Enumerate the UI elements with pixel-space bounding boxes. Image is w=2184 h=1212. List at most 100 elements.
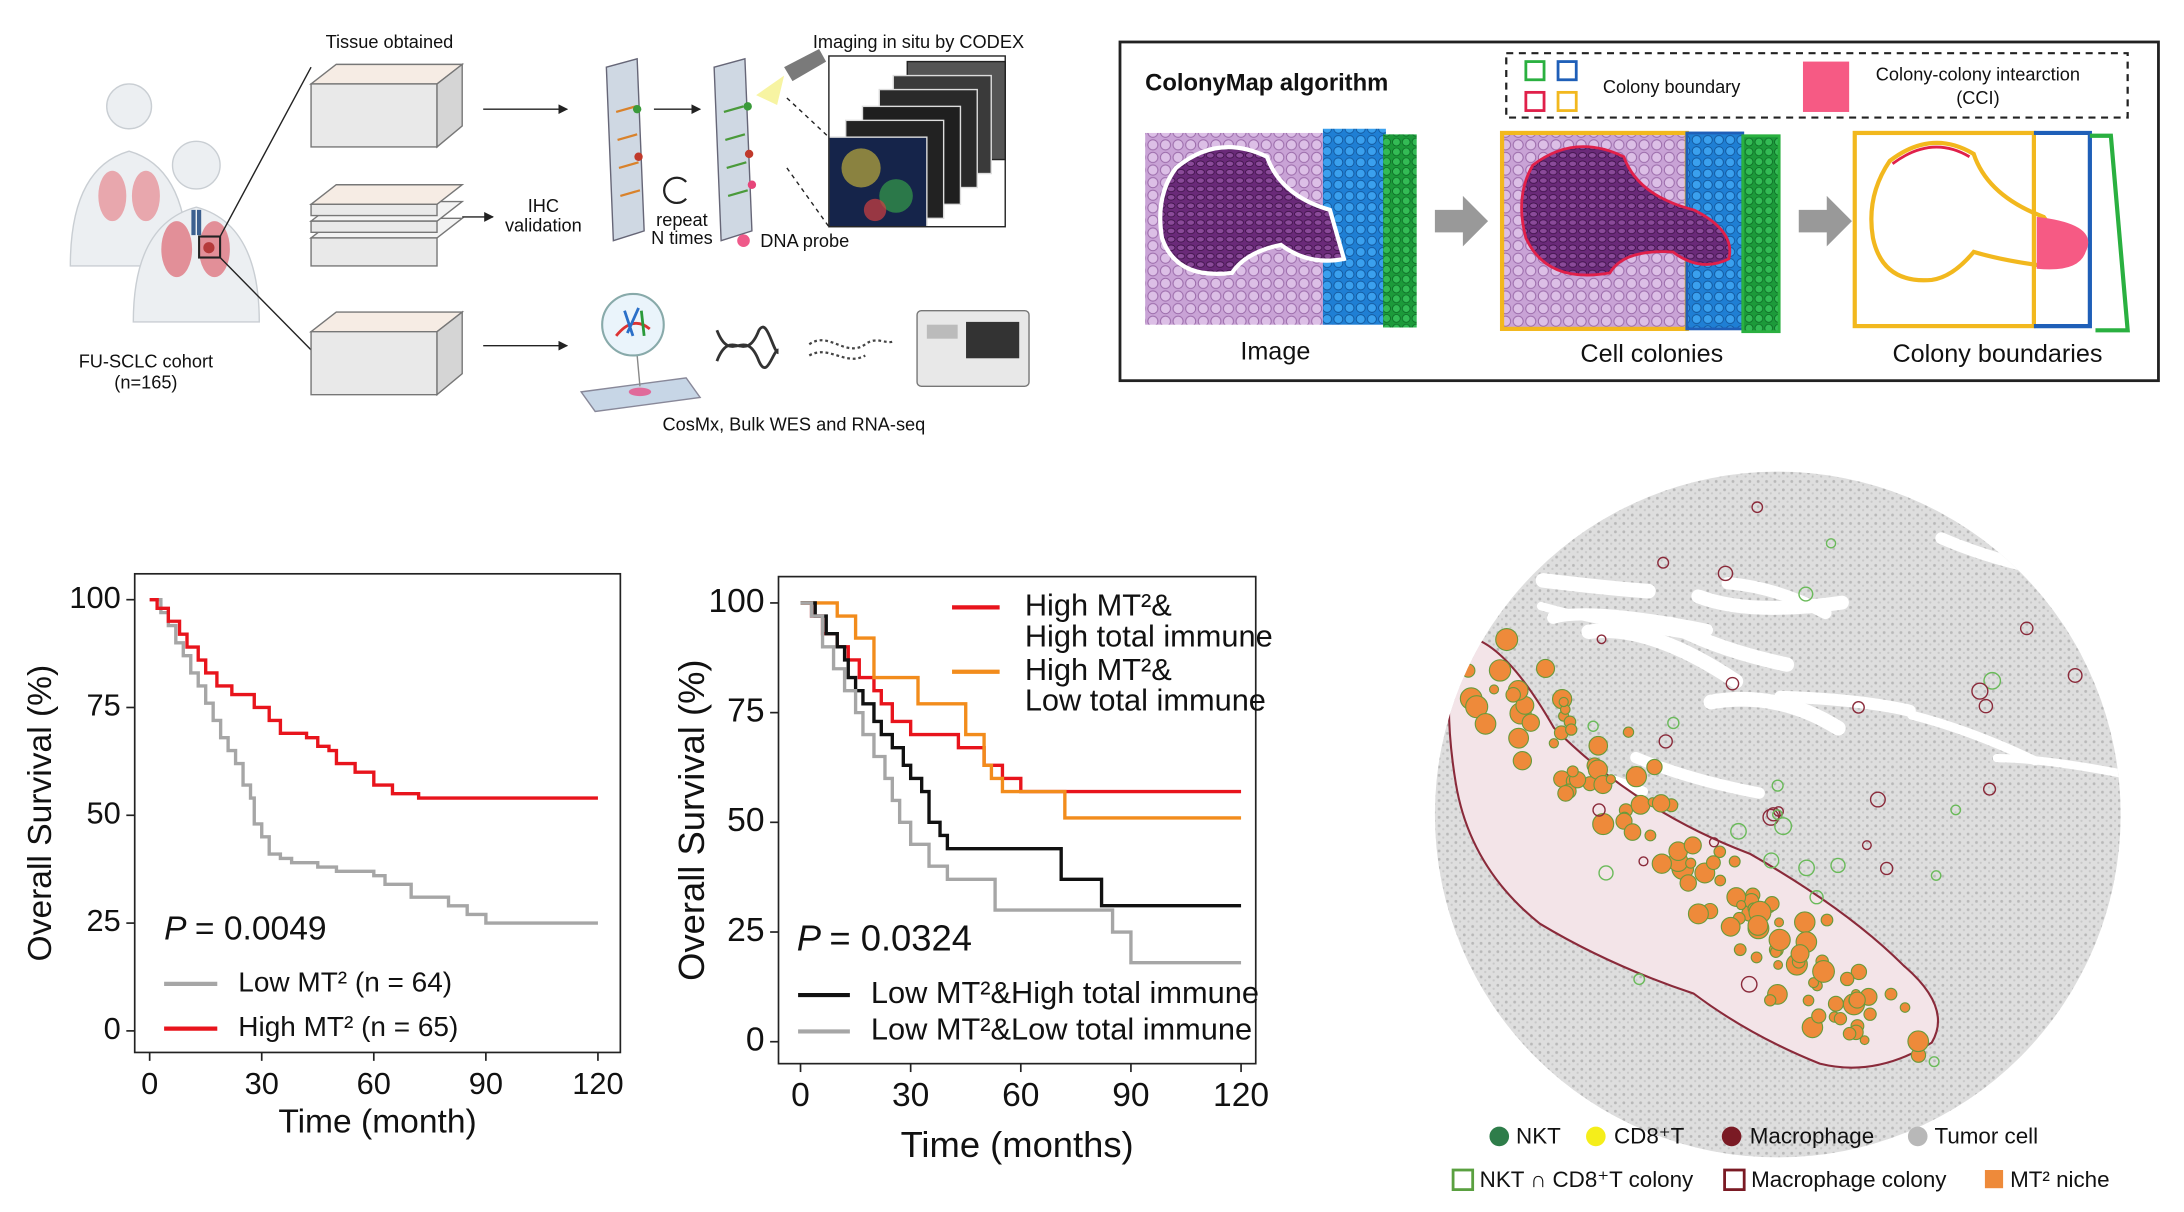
- mt2-niche: [1679, 874, 1697, 892]
- colony-outline: [2019, 621, 2034, 636]
- colony-outline: [2067, 667, 2083, 683]
- p-text: = 0.0049: [195, 911, 327, 948]
- colony-outline: [1658, 734, 1673, 749]
- mt2-niche: [1508, 727, 1530, 749]
- colony-outline: [1930, 870, 1942, 881]
- image-illustration: [1145, 128, 1417, 328]
- mt2-niche: [1558, 696, 1569, 708]
- connector: [219, 66, 312, 237]
- x-tick-label: 120: [1213, 1077, 1269, 1114]
- colony-outline: [1751, 501, 1764, 514]
- mt2-niche: [1833, 1012, 1848, 1026]
- survival-curve: [149, 598, 598, 800]
- colony-outline: [1861, 840, 1872, 851]
- tissue-gap: [1992, 753, 2121, 781]
- colony-outline: [1982, 782, 1997, 796]
- y-tick-label: 0: [746, 1022, 765, 1059]
- legend-label: High MT²&: [1025, 588, 1172, 623]
- colony-outline: [1983, 671, 2002, 690]
- tissue-gap: [1691, 589, 1849, 615]
- tissue-blocks: [309, 62, 465, 397]
- mt2-niche: [1605, 774, 1616, 785]
- colony-outline: [1774, 817, 1793, 836]
- mt2-niche: [1434, 646, 1443, 658]
- mt2-niche: [1839, 971, 1855, 987]
- x-tick-label: 60: [1002, 1077, 1039, 1114]
- p-value: P = 0.0324: [797, 917, 972, 958]
- mt2-niche: [1907, 1030, 1930, 1053]
- mt2-niche: [1512, 751, 1533, 771]
- mt2-niche: [1859, 1035, 1870, 1046]
- legend-label: Low total immune: [1025, 683, 1266, 718]
- step-label: DNA probe: [760, 231, 849, 251]
- y-tick-label: 25: [86, 903, 120, 938]
- colony-outline: [1657, 556, 1670, 569]
- colony-outline: [1879, 861, 1894, 876]
- y-axis-title: Overall Survival (%): [22, 665, 59, 962]
- colony-outline: [1633, 973, 1646, 986]
- legend-label: Low MT²&Low total immune: [871, 1012, 1252, 1047]
- mt2-niche: [1747, 915, 1769, 936]
- y-tick-label: 50: [727, 802, 764, 839]
- mt2-niche: [1625, 766, 1647, 788]
- p-symbol: P: [797, 917, 822, 958]
- x-tick-label: 90: [1112, 1077, 1149, 1114]
- mt2-niche: [1535, 658, 1556, 679]
- human-figures: [69, 83, 260, 323]
- mt2-niche: [1623, 823, 1642, 841]
- colony-outline: [1763, 852, 1780, 869]
- mt2-niche: [1848, 991, 1866, 1009]
- colony-outline: [1869, 791, 1886, 808]
- x-tick-label: 30: [892, 1077, 929, 1114]
- probe-dot: [737, 234, 750, 248]
- image-stack: [786, 55, 1006, 228]
- km-charts: 0 25 50 75 100 0 30 60 90 120 Time (month) Overall …: [22, 572, 1273, 1165]
- km-chart: 0 25 50 75 100 0 30 60 90 120 Time (month) Overall …: [22, 572, 624, 1141]
- spatial-map: [1434, 471, 2121, 1158]
- mt2-niche: [1687, 903, 1709, 925]
- mt2-niche: [1565, 723, 1578, 736]
- mt2-niche: [1474, 713, 1497, 735]
- mt2-niche: [1630, 794, 1651, 815]
- mt2-niche: [1557, 785, 1574, 802]
- colony-outline: [1717, 565, 1734, 582]
- x-tick-label: 90: [469, 1066, 503, 1101]
- colony-outline: [1830, 857, 1846, 874]
- mt2-niche: [1733, 943, 1747, 957]
- mt2-niche: [1774, 917, 1785, 928]
- x-tick-label: 30: [245, 1066, 279, 1101]
- colony-outline: [1971, 682, 1989, 700]
- mt2-niche: [1495, 627, 1519, 652]
- mt2-niche: [1651, 853, 1672, 874]
- panel-label: Colony boundaries: [1892, 340, 2102, 368]
- mt2-niche: [1714, 874, 1727, 887]
- step-label: repeat: [656, 210, 708, 230]
- x-tick-label: 60: [357, 1066, 391, 1101]
- legend-label: NKT ∩ CD8⁺T colony: [1480, 1167, 1694, 1192]
- schematic: FU-SCLC cohort (n=165) Tissue obtained I…: [69, 32, 1030, 434]
- y-axis-title: Overall Survival (%): [671, 659, 712, 980]
- mt2-niche: [1488, 684, 1500, 695]
- mt2-niche: [1812, 959, 1835, 983]
- legend-label: High MT² (n = 65): [238, 1011, 458, 1042]
- x-axis-title: Time (month): [278, 1104, 476, 1141]
- mt2-niche: [1773, 960, 1784, 970]
- mt2-niche: [1644, 829, 1657, 842]
- mt2-niche: [1683, 836, 1702, 855]
- mt2-niche: [1728, 855, 1741, 868]
- x-axis-title: Time (months): [901, 1124, 1134, 1165]
- colonies-illustration: [1499, 130, 1781, 334]
- step-label: Imaging in situ by CODEX: [813, 32, 1024, 52]
- step-label: Tissue obtained: [326, 32, 454, 52]
- colony-outline: [1950, 804, 1962, 816]
- plot-frame: [777, 575, 1257, 1065]
- spatial-legend: NKT CD8⁺T Macrophage Tumor cell NKT ∩ CD…: [1451, 1124, 2110, 1192]
- repeat-icon: [663, 176, 687, 205]
- p-text: = 0.0324: [829, 917, 972, 958]
- colony-outline: [1928, 1056, 1940, 1068]
- mt2-niche: [1622, 726, 1635, 738]
- legend-label: Macrophage colony: [1751, 1167, 1947, 1192]
- mt2-niche: [1827, 995, 1844, 1012]
- cohort-label: (n=165): [114, 372, 177, 392]
